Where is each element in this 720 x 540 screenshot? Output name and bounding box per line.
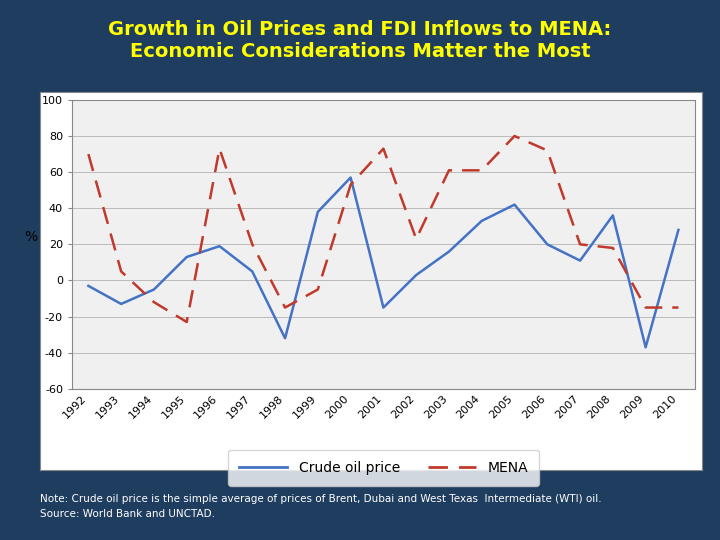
Legend: Crude oil price, MENA: Crude oil price, MENA — [228, 450, 539, 486]
Text: Growth in Oil Prices and FDI Inflows to MENA:: Growth in Oil Prices and FDI Inflows to … — [109, 20, 611, 39]
Text: Source: World Bank and UNCTAD.: Source: World Bank and UNCTAD. — [40, 509, 215, 519]
Text: Economic Considerations Matter the Most: Economic Considerations Matter the Most — [130, 42, 590, 61]
Text: Note: Crude oil price is the simple average of prices of Brent, Dubai and West T: Note: Crude oil price is the simple aver… — [40, 494, 601, 504]
Y-axis label: %: % — [24, 231, 37, 244]
